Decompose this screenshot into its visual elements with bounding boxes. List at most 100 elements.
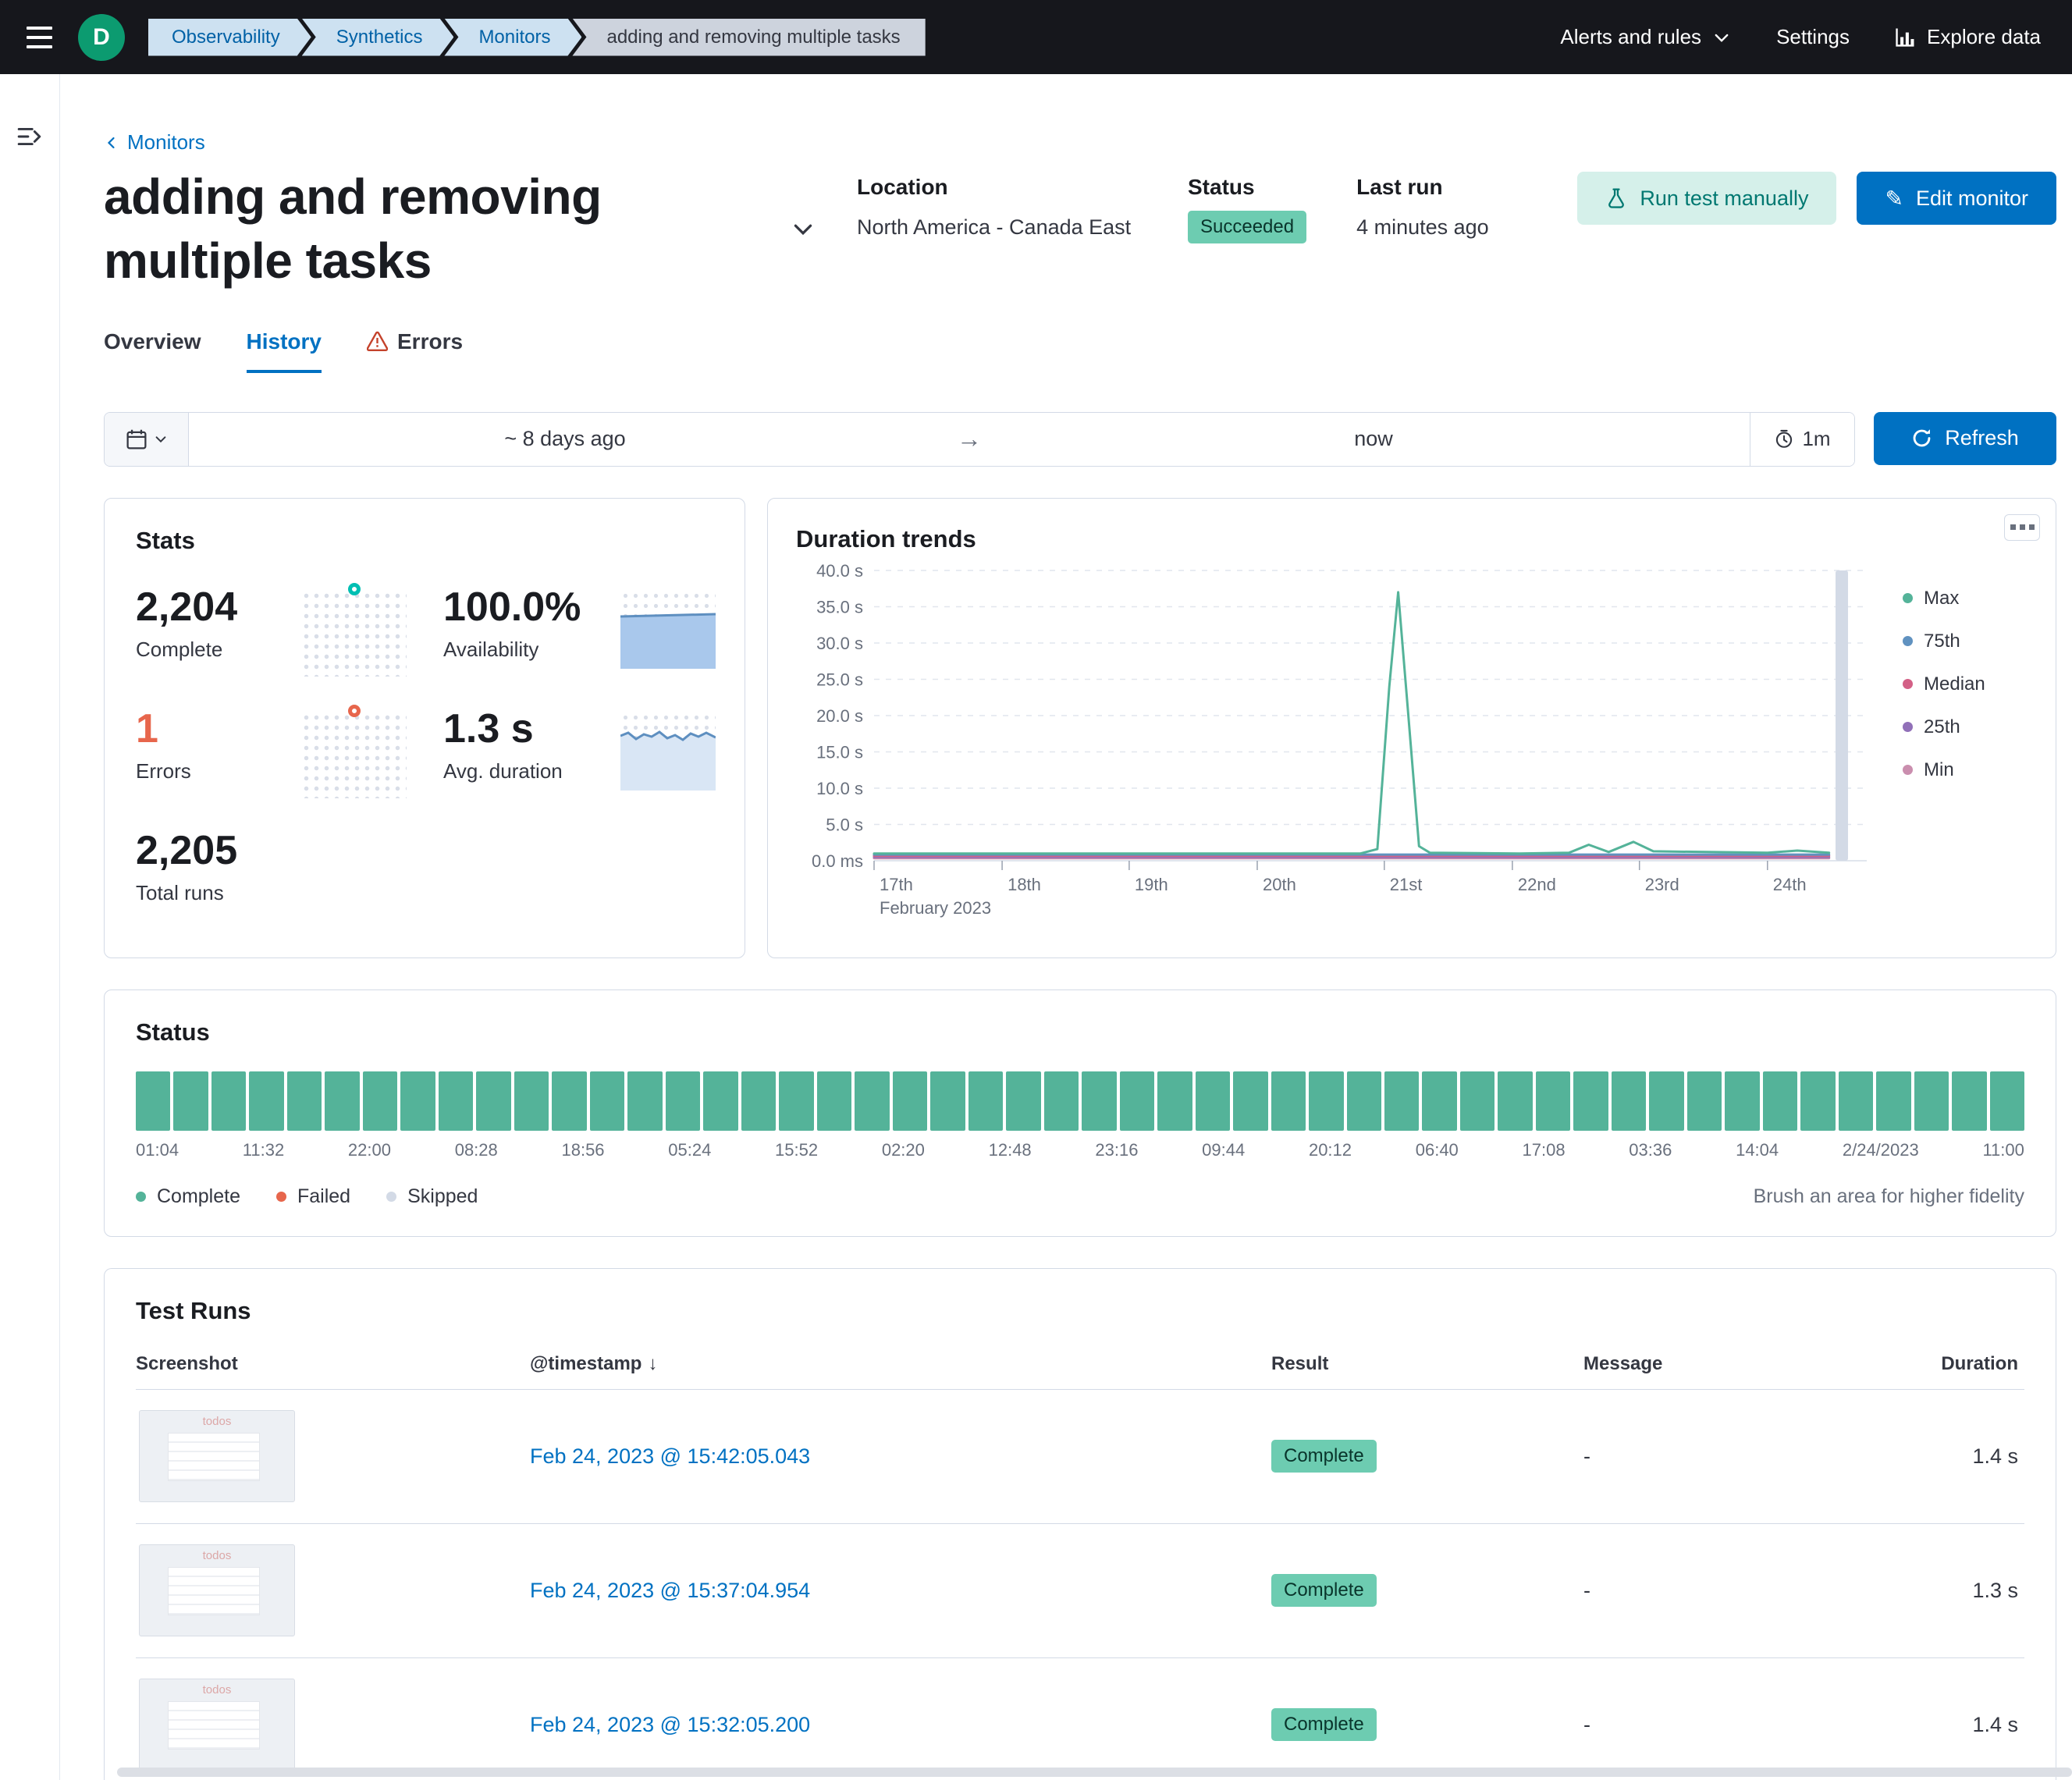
- status-bar[interactable]: [816, 1071, 852, 1131]
- status-bar[interactable]: [325, 1071, 360, 1131]
- errors-marker-icon: [347, 704, 361, 717]
- settings-link[interactable]: Settings: [1776, 25, 1850, 48]
- complete-sparkline: [620, 590, 716, 669]
- status-bar[interactable]: [1233, 1071, 1268, 1131]
- breadcrumb-3[interactable]: Monitors: [444, 19, 581, 56]
- run-timestamp-link[interactable]: Feb 24, 2023 @ 15:37:04.954: [530, 1578, 811, 1602]
- horizontal-scrollbar[interactable]: [117, 1768, 2072, 1777]
- status-bar[interactable]: [1573, 1071, 1608, 1131]
- status-bar[interactable]: [1800, 1071, 1836, 1131]
- status-bar[interactable]: [1043, 1071, 1079, 1131]
- status-bar[interactable]: [514, 1071, 549, 1131]
- status-bar[interactable]: [1346, 1071, 1381, 1131]
- status-bar[interactable]: [703, 1071, 738, 1131]
- tab-errors[interactable]: Errors: [367, 329, 463, 373]
- status-bar[interactable]: [930, 1071, 965, 1131]
- title-chevron-down-icon[interactable]: [791, 217, 816, 242]
- menu-icon[interactable]: [0, 0, 78, 74]
- legend-median[interactable]: Median: [1903, 673, 2028, 695]
- run-test-manually-button[interactable]: Run test manually: [1577, 172, 1837, 225]
- status-bar[interactable]: [362, 1071, 398, 1131]
- run-timestamp-link[interactable]: Feb 24, 2023 @ 15:32:05.200: [530, 1712, 811, 1736]
- status-bar[interactable]: [627, 1071, 663, 1131]
- legend-75th[interactable]: 75th: [1903, 631, 2028, 652]
- status-bar[interactable]: [1006, 1071, 1041, 1131]
- status-bar[interactable]: [1498, 1071, 1533, 1131]
- status-x-label: 08:28: [454, 1139, 498, 1160]
- status-x-label: 23:16: [1095, 1139, 1139, 1160]
- status-bar[interactable]: [1989, 1071, 2025, 1131]
- location-label: Location: [857, 175, 948, 199]
- status-bar[interactable]: [1459, 1071, 1495, 1131]
- legend-25th[interactable]: 25th: [1903, 716, 2028, 738]
- status-bar[interactable]: [552, 1071, 587, 1131]
- quick-select-button[interactable]: [105, 412, 189, 466]
- status-bar[interactable]: [892, 1071, 928, 1131]
- status-bar[interactable]: [211, 1071, 247, 1131]
- status-bar[interactable]: [665, 1071, 701, 1131]
- status-panel: Status 01:04 11:32 22:00 08:28 18:56 05:24 15:…: [104, 989, 2056, 1237]
- status-bar[interactable]: [1384, 1071, 1420, 1131]
- table-body: todos Feb 24, 2023 @ 15:42:05.043 Complete…: [136, 1388, 2024, 1780]
- legend-max[interactable]: Max: [1903, 588, 2028, 609]
- expand-nav-icon[interactable]: [16, 119, 43, 154]
- status-bar[interactable]: [1686, 1071, 1722, 1131]
- status-bar[interactable]: [1649, 1071, 1684, 1131]
- date-range-start[interactable]: ~ 8 days ago: [504, 427, 626, 451]
- status-bar[interactable]: [1838, 1071, 1874, 1131]
- status-bar[interactable]: [1952, 1071, 1987, 1131]
- status-bar[interactable]: [1876, 1071, 1911, 1131]
- status-bar[interactable]: [1725, 1071, 1760, 1131]
- status-bar[interactable]: [249, 1071, 284, 1131]
- status-bar[interactable]: [1762, 1071, 1798, 1131]
- status-bar[interactable]: [1422, 1071, 1457, 1131]
- legend-min[interactable]: Min: [1903, 759, 2028, 781]
- legend-dot-icon: [386, 1191, 397, 1202]
- legend-dot-icon: [1903, 593, 1913, 604]
- status-bar[interactable]: [779, 1071, 814, 1131]
- tab-overview[interactable]: Overview: [104, 329, 201, 354]
- breadcrumb-1[interactable]: Observability: [148, 19, 311, 56]
- refresh-interval-button[interactable]: 1m: [1750, 412, 1854, 466]
- status-bar[interactable]: [1082, 1071, 1117, 1131]
- run-screenshot-thumbnail[interactable]: todos: [139, 1544, 295, 1637]
- status-bar[interactable]: [1914, 1071, 1949, 1131]
- status-bar[interactable]: [589, 1071, 625, 1131]
- status-bar[interactable]: [1309, 1071, 1344, 1131]
- status-legend-complete: Complete: [136, 1185, 240, 1208]
- breadcrumb-4: adding and removing multiple tasks: [572, 18, 926, 56]
- status-bar[interactable]: [173, 1071, 208, 1131]
- edit-monitor-button[interactable]: ✎ Edit monitor: [1857, 172, 2056, 225]
- run-screenshot-thumbnail[interactable]: todos: [139, 1410, 295, 1503]
- explore-data-link[interactable]: Explore data: [1895, 25, 2041, 49]
- status-bar[interactable]: [1611, 1071, 1647, 1131]
- status-bar[interactable]: [741, 1071, 777, 1131]
- date-range-end[interactable]: now: [1354, 427, 1393, 451]
- status-bar[interactable]: [1271, 1071, 1306, 1131]
- status-bar[interactable]: [286, 1071, 322, 1131]
- alerts-and-rules-menu[interactable]: Alerts and rules: [1560, 25, 1731, 49]
- status-bar[interactable]: [1157, 1071, 1192, 1131]
- status-bar[interactable]: [1195, 1071, 1231, 1131]
- status-bar[interactable]: [1535, 1071, 1571, 1131]
- status-bar[interactable]: [400, 1071, 435, 1131]
- column-timestamp[interactable]: @timestamp ↓: [530, 1352, 658, 1374]
- status-x-axis: 01:04 11:32 22:00 08:28 18:56 05:24 15:52 02:20…: [136, 1140, 2024, 1160]
- tab-history[interactable]: History: [246, 329, 322, 373]
- status-bar[interactable]: [968, 1071, 1004, 1131]
- breadcrumb-2[interactable]: Synthetics: [302, 19, 454, 56]
- avatar[interactable]: D: [78, 13, 125, 61]
- svg-text:30.0 s: 30.0 s: [816, 634, 863, 653]
- back-to-monitors-link[interactable]: Monitors: [104, 130, 205, 155]
- sort-descending-icon[interactable]: ↓: [648, 1352, 658, 1374]
- status-bar[interactable]: [476, 1071, 511, 1131]
- status-bar[interactable]: [438, 1071, 474, 1131]
- refresh-button[interactable]: Refresh: [1874, 411, 2056, 465]
- chart-options-icon[interactable]: [2004, 513, 2040, 541]
- status-bar[interactable]: [1119, 1071, 1155, 1131]
- run-timestamp-link[interactable]: Feb 24, 2023 @ 15:42:05.043: [530, 1444, 811, 1468]
- explore-data-icon: [1896, 28, 1914, 47]
- status-bar[interactable]: [136, 1071, 171, 1131]
- status-bar[interactable]: [855, 1071, 890, 1131]
- run-screenshot-thumbnail[interactable]: todos: [139, 1679, 295, 1771]
